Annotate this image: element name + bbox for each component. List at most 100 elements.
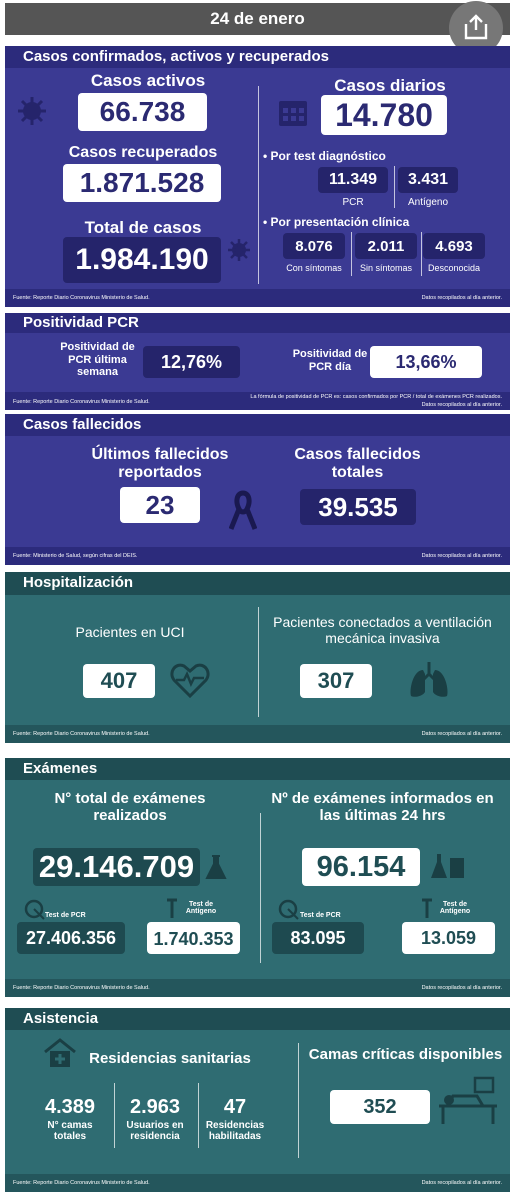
footer: Fuente: Reporte Diario Coronavirus Minis… <box>5 979 510 997</box>
value-box: 13,66% <box>370 346 482 378</box>
label: Sin síntomas <box>359 263 413 273</box>
date: 24 de enero <box>210 9 305 28</box>
label: N° camas totales <box>47 1120 93 1142</box>
source: Fuente: Ministerio de Salud, según cifra… <box>13 553 138 559</box>
house-icon <box>44 1038 76 1067</box>
label: Test de Antígeno <box>439 901 471 915</box>
value-box: 27.406.356 <box>17 922 125 954</box>
label: PCR <box>342 197 364 208</box>
value: 2.963 <box>129 1096 181 1118</box>
section-title: Positividad PCR <box>5 313 510 333</box>
value-box: 66.738 <box>78 93 207 131</box>
divider <box>260 813 261 963</box>
value-box: 83.095 <box>272 922 364 954</box>
value-box: 407 <box>83 664 155 698</box>
note: Datos recopilados al día anterior. <box>421 402 502 408</box>
label: Nº de exámenes informados en las últimas… <box>271 790 494 825</box>
source: Fuente: Reporte Diario Coronavirus Minis… <box>13 731 150 737</box>
note: Datos recopilados al día anterior. <box>421 295 502 301</box>
label: Pacientes en UCI <box>75 624 185 640</box>
label: Test de PCR <box>300 912 341 919</box>
date-bar: 24 de enero <box>5 3 510 35</box>
label: Casos activos <box>90 71 206 90</box>
casos-section: Casos confirmados, activos y recuperados… <box>5 46 510 307</box>
value-box: 3.431 <box>398 167 458 193</box>
label: Camas críticas disponibles <box>308 1046 503 1063</box>
examenes-section: Exámenes N° total de exámenes realizados… <box>5 758 510 997</box>
label: Positividad de PCR día <box>292 348 368 373</box>
label: Test de Antígeno <box>185 901 217 915</box>
value-box: 12,76% <box>143 346 240 378</box>
section-title: Casos fallecidos <box>5 414 510 436</box>
label: Pacientes conectados a ventilación mecán… <box>273 614 492 647</box>
section-title: Exámenes <box>5 758 510 780</box>
label: • Por presentación clínica <box>263 215 410 229</box>
divider <box>198 1083 199 1148</box>
note: Datos recopilados al día anterior. <box>421 553 502 559</box>
divider <box>258 86 259 284</box>
value: 4.389 <box>44 1096 96 1118</box>
swab-icon <box>278 899 299 920</box>
flask-icon <box>205 855 227 879</box>
divider <box>421 232 422 276</box>
value-box: 1.871.528 <box>63 164 221 202</box>
source: Fuente: Reporte Diario Coronavirus Minis… <box>13 295 150 301</box>
value-box: 39.535 <box>300 489 416 525</box>
label: Últimos fallecidos reportados <box>91 446 229 482</box>
section-title: Asistencia <box>5 1008 510 1030</box>
footer: Fuente: Reporte Diario Coronavirus Minis… <box>5 725 510 743</box>
value-box: 352 <box>330 1090 430 1124</box>
test-icon <box>422 898 432 918</box>
value-box: 23 <box>120 487 200 523</box>
bed-icon <box>439 1076 497 1124</box>
note: Datos recopilados al día anterior. <box>421 985 502 991</box>
test-icon <box>167 898 177 918</box>
label: Total de casos <box>84 218 202 237</box>
divider <box>258 607 259 717</box>
positividad-section: Positividad PCR Positividad de PCR últim… <box>5 313 510 410</box>
value-box: 1.984.190 <box>63 237 221 283</box>
label: Casos diarios <box>334 76 446 95</box>
value-box: 29.146.709 <box>33 848 200 886</box>
footer: Fuente: Reporte Diario Coronavirus Minis… <box>5 392 510 410</box>
footer: Fuente: Ministerio de Salud, según cifra… <box>5 547 510 565</box>
note: Datos recopilados al día anterior. <box>421 731 502 737</box>
label: Antígeno <box>407 197 449 208</box>
value-box: 96.154 <box>302 848 420 886</box>
ribbon-icon <box>229 490 257 530</box>
asistencia-section: Asistencia Residencias sanitarias 4.389 … <box>5 1008 510 1192</box>
section-title: Hospitalización <box>5 572 510 595</box>
footer: Fuente: Reporte Diario Coronavirus Minis… <box>5 289 510 307</box>
value-box: 13.059 <box>402 922 495 954</box>
label: Desconocida <box>427 263 481 273</box>
virus-icon <box>228 239 250 261</box>
lab-icon <box>431 854 464 878</box>
label: Casos fallecidos totales <box>294 446 421 482</box>
value-box: 8.076 <box>283 233 345 259</box>
calendar-icon <box>279 101 307 126</box>
source: Fuente: Reporte Diario Coronavirus Minis… <box>13 1180 150 1186</box>
value-box: 1.740.353 <box>147 922 240 954</box>
value-box: 4.693 <box>423 233 485 259</box>
label: Positividad de PCR última semana <box>60 341 135 379</box>
heart-icon <box>170 663 210 698</box>
value-box: 11.349 <box>318 167 388 193</box>
divider <box>298 1043 299 1158</box>
fallecidos-section: Casos fallecidos Últimos fallecidos repo… <box>5 414 510 565</box>
footer: Fuente: Reporte Diario Coronavirus Minis… <box>5 1174 510 1192</box>
label: N° total de exámenes realizados <box>54 790 206 825</box>
value-box: 14.780 <box>321 95 447 135</box>
label: Casos recuperados <box>68 144 218 161</box>
share-button[interactable] <box>448 0 504 56</box>
label: Test de PCR <box>45 912 86 919</box>
label: Residencias habilitadas <box>205 1120 265 1142</box>
lungs-icon <box>410 662 448 697</box>
value-box: 307 <box>300 664 372 698</box>
divider <box>114 1083 115 1148</box>
hospitalizacion-section: Hospitalización Pacientes en UCI 407 Pac… <box>5 572 510 743</box>
divider <box>351 232 352 276</box>
value-box: 2.011 <box>355 233 417 259</box>
label: Residencias sanitarias <box>89 1050 251 1067</box>
divider <box>394 166 395 208</box>
